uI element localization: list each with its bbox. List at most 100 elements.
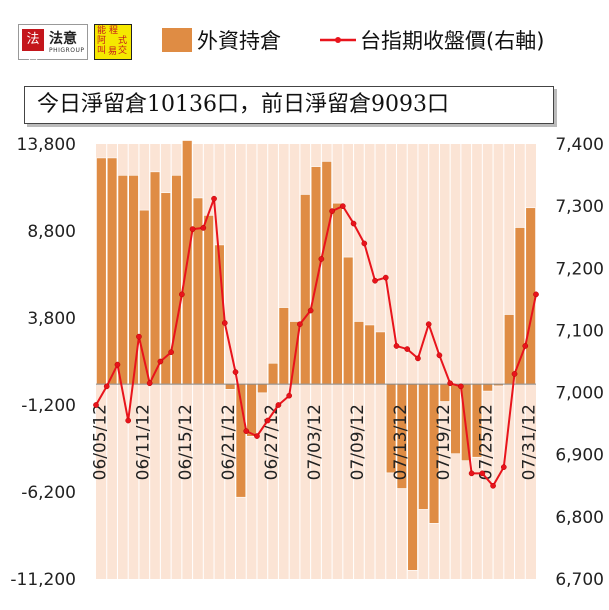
price-point <box>254 433 260 439</box>
price-point <box>511 371 518 377</box>
left-axis-tick: 3,800 <box>27 309 76 329</box>
price-point <box>189 226 196 232</box>
seal-char: 程 <box>109 26 119 36</box>
brand-mark: 法意 <box>22 29 44 69</box>
x-tick-label: 07/31/12 <box>520 404 540 480</box>
price-point <box>221 320 228 326</box>
price-point <box>168 349 174 356</box>
price-point <box>243 428 250 434</box>
x-tick-label: 07/19/12 <box>434 404 454 480</box>
x-axis-labels: 06/05/12 06/11/12 06/15/12 06/21/12 06/27/12… <box>90 404 539 480</box>
legend-line-marker <box>335 37 341 43</box>
x-tick-label: 07/25/12 <box>477 404 497 480</box>
price-point <box>264 417 271 424</box>
price-point <box>350 220 357 227</box>
price-point <box>286 392 293 399</box>
x-tick-label: 06/11/12 <box>133 404 153 480</box>
position-bar <box>321 161 332 385</box>
position-bar <box>375 331 386 385</box>
x-tick-label: 06/21/12 <box>219 404 239 480</box>
price-point <box>232 369 239 375</box>
position-bar <box>343 256 354 385</box>
right-axis-tick: 7,100 <box>555 321 604 341</box>
left-axis-tick: -6,200 <box>21 483 76 503</box>
seal-char: 阿 <box>97 36 107 46</box>
headline-box: 今日淨留倉10136口，前日淨留倉9093口 <box>24 86 554 124</box>
right-axis-tick: 7,200 <box>555 259 604 279</box>
seal-char: 式 <box>118 36 128 46</box>
price-point <box>179 291 185 298</box>
price-point <box>136 333 142 340</box>
price-point <box>425 321 432 328</box>
position-bar <box>353 321 365 385</box>
left-axis-tick: -1,200 <box>21 396 76 416</box>
price-point <box>157 358 164 365</box>
price-point <box>436 352 443 359</box>
price-point <box>211 195 217 202</box>
right-axis-tick: 7,000 <box>555 384 604 404</box>
right-axis-tick: 6,900 <box>555 446 604 466</box>
x-tick-label: 07/03/12 <box>305 404 325 480</box>
price-point <box>415 355 421 362</box>
brand-subtitle: PHIGROUP <box>49 47 85 54</box>
right-axis-tick: 7,300 <box>555 197 604 217</box>
price-point <box>361 240 368 247</box>
brand-name: 法意 <box>49 31 77 47</box>
price-point <box>93 402 99 408</box>
seal-char: 易 <box>108 47 118 57</box>
price-point <box>522 343 529 349</box>
legend-bar-swatch <box>162 28 192 52</box>
price-point <box>468 470 475 477</box>
price-point <box>297 321 303 328</box>
price-point <box>329 208 335 214</box>
legend-line-label: 台指期收盤價(右軸) <box>360 29 544 53</box>
position-bar <box>246 383 257 437</box>
price-point <box>114 361 121 368</box>
position-bar <box>482 383 493 392</box>
position-bar <box>278 307 289 385</box>
gridlines <box>106 144 526 579</box>
right-axis-tick: 6,700 <box>555 570 604 590</box>
right-axis-tick: 6,800 <box>555 508 604 528</box>
price-point <box>533 291 539 298</box>
position-bar <box>117 175 128 385</box>
left-axis-tick: 8,800 <box>27 222 76 242</box>
x-tick-label: 06/15/12 <box>176 404 196 480</box>
legend: 外資持倉 台指期收盤價(右軸) <box>162 28 544 53</box>
seal-logo: 能 程 阿 式 叫 交 易 <box>94 24 132 60</box>
seal-char: 能 <box>97 26 107 36</box>
price-points <box>93 195 539 489</box>
position-bar <box>418 383 429 510</box>
position-bar <box>96 157 107 385</box>
position-bar <box>224 383 236 390</box>
x-tick-label: 07/09/12 <box>348 404 368 480</box>
position-bar <box>300 194 311 385</box>
price-point <box>490 482 496 489</box>
price-point <box>200 225 207 231</box>
seal-char: 交 <box>118 46 128 56</box>
right-axis-tick: 7,400 <box>555 135 604 155</box>
left-axis-labels: 13,800 8,800 3,800 -1,200 -6,200 -11,200 <box>10 135 76 590</box>
position-bar <box>257 383 268 394</box>
position-bar <box>310 166 322 385</box>
price-point <box>103 383 110 390</box>
position-bar <box>267 362 279 385</box>
headline-text: 今日淨留倉10136口，前日淨留倉9093口 <box>37 92 449 117</box>
price-point <box>339 203 346 209</box>
position-bar <box>364 324 375 385</box>
position-bar <box>160 192 171 385</box>
price-point <box>318 256 325 262</box>
price-point <box>146 380 153 387</box>
position-bar <box>106 157 118 385</box>
price-point <box>307 307 314 314</box>
legend-bar-label: 外資持倉 <box>197 29 281 53</box>
seal-char: 叫 <box>97 46 107 56</box>
price-point <box>125 417 132 424</box>
position-bar <box>203 215 214 385</box>
price-point <box>447 380 453 387</box>
left-axis-tick: -11,200 <box>10 570 76 590</box>
right-axis-labels: 7,400 7,300 7,200 7,100 7,000 6,900 6,800 6,700 <box>555 135 604 590</box>
price-point <box>479 470 486 477</box>
price-point <box>404 346 411 352</box>
